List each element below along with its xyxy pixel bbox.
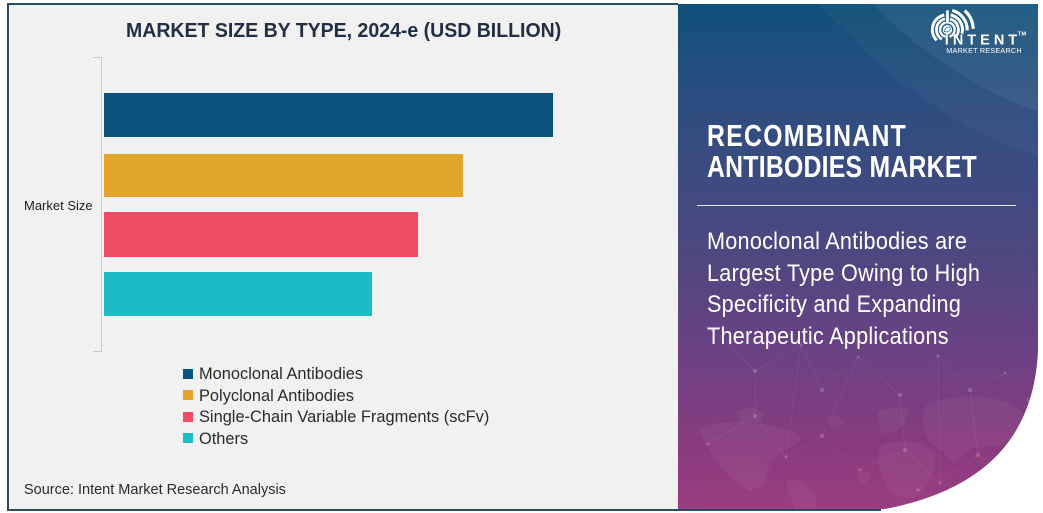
svg-text:TM: TM — [1018, 31, 1027, 37]
svg-text:INTENT: INTENT — [945, 33, 1021, 49]
svg-text:MARKET RESEARCH: MARKET RESEARCH — [946, 46, 1022, 55]
